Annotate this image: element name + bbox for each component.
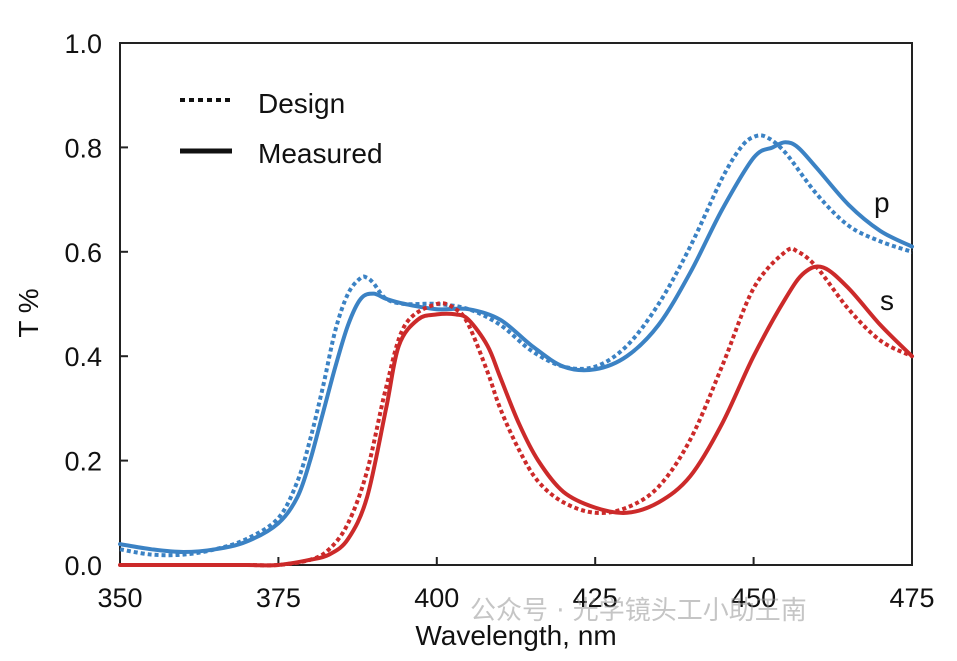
x-tick-label: 350 (97, 583, 142, 613)
y-axis-ticks: 0.0 0.2 0.4 0.6 0.8 1.0 (64, 29, 128, 581)
curve-label-s: s (880, 285, 894, 316)
x-tick-label: 450 (731, 583, 776, 613)
series-group (118, 133, 914, 568)
legend-measured-label: Measured (258, 138, 383, 169)
y-axis-title: T % (13, 288, 44, 337)
legend-design-label: Design (258, 88, 345, 119)
y-tick-label: 0.2 (64, 447, 102, 477)
y-tick-label: 0.8 (64, 133, 102, 163)
x-tick-label: 400 (414, 583, 459, 613)
x-tick-label: 475 (889, 583, 934, 613)
legend: Design Measured (180, 88, 383, 169)
y-tick-label: 0.4 (64, 342, 102, 372)
curve-label-p: p (874, 187, 890, 218)
y-tick-label: 0.0 (64, 551, 102, 581)
y-tick-label: 0.6 (64, 238, 102, 268)
series-p-measured-line (118, 140, 914, 554)
x-axis-ticks: 350 375 400 425 450 475 (97, 557, 935, 613)
x-tick-label: 425 (573, 583, 618, 613)
plot-frame (119, 42, 913, 566)
y-tick-label: 1.0 (64, 29, 102, 59)
x-axis-title: Wavelength, nm (415, 620, 616, 651)
series-s-design-line (119, 246, 913, 568)
series-s-measured-line (118, 264, 914, 568)
series-p-design-line (119, 133, 913, 558)
x-tick-label: 375 (256, 583, 301, 613)
watermark: 公众号 · 光学镜头工小助王南 (470, 596, 807, 626)
